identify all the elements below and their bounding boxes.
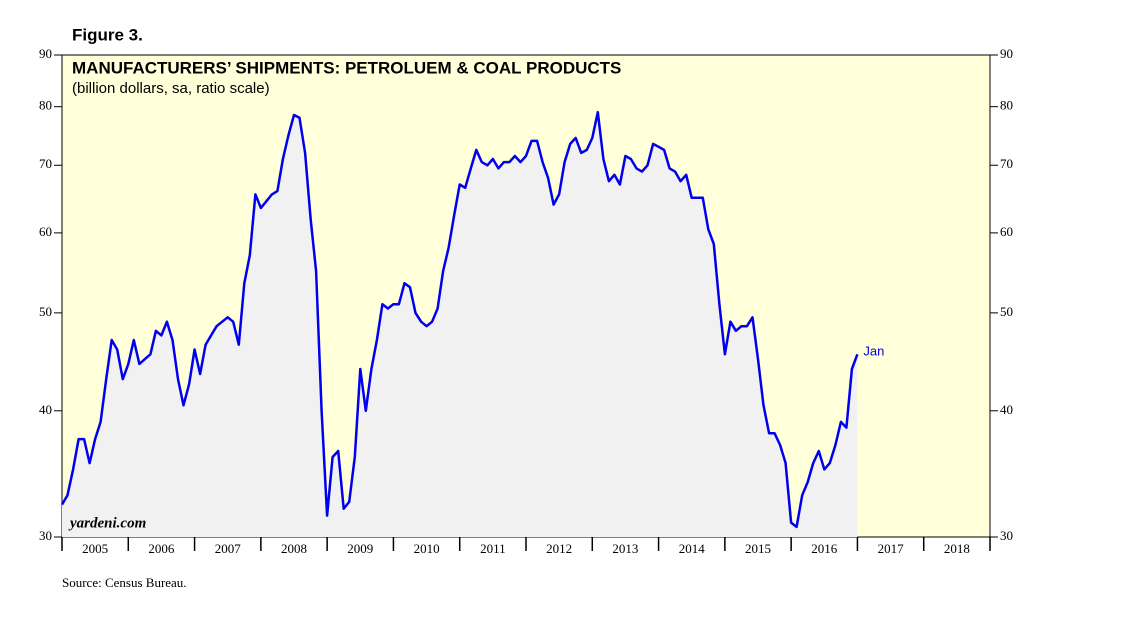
x-tick-label: 2012 (546, 541, 572, 556)
watermark: yardeni.com (68, 515, 146, 531)
y-tick-label: 70 (39, 156, 52, 171)
source: Source: Census Bureau. (62, 575, 187, 590)
y-tick-label: 50 (39, 304, 52, 319)
x-tick-label: 2011 (480, 541, 506, 556)
x-tick-label: 2009 (347, 541, 373, 556)
y-tick-label: 80 (39, 98, 52, 113)
x-tick-label: 2005 (82, 541, 108, 556)
y2-tick-label: 90 (1000, 46, 1013, 61)
y2-tick-label: 40 (1000, 402, 1013, 417)
x-tick-label: 2014 (679, 541, 706, 556)
y-tick-label: 30 (39, 528, 52, 543)
chart-title: MANUFACTURERS’ SHIPMENTS: PETROLUEM & CO… (72, 58, 621, 77)
annotation: Jan (863, 344, 884, 359)
x-tick-label: 2016 (811, 541, 838, 556)
y2-tick-label: 50 (1000, 304, 1013, 319)
x-tick-label: 2007 (215, 541, 242, 556)
x-tick-label: 2006 (148, 541, 175, 556)
y2-tick-label: 80 (1000, 98, 1013, 113)
x-tick-label: 2015 (745, 541, 771, 556)
y-tick-label: 90 (39, 46, 52, 61)
y-tick-label: 40 (39, 402, 52, 417)
x-tick-label: 2010 (414, 541, 440, 556)
y2-tick-label: 60 (1000, 224, 1013, 239)
figure-label: Figure 3. (72, 25, 143, 44)
area (62, 112, 858, 537)
x-tick-label: 2018 (944, 541, 970, 556)
x-tick-label: 2008 (281, 541, 307, 556)
y2-tick-label: 70 (1000, 156, 1013, 171)
x-tick-label: 2017 (878, 541, 905, 556)
y2-tick-label: 30 (1000, 528, 1013, 543)
line (60, 110, 859, 529)
x-tick-label: 2013 (612, 541, 638, 556)
chart-subtitle: (billion dollars, sa, ratio scale) (72, 80, 270, 97)
y-tick-label: 60 (39, 224, 52, 239)
